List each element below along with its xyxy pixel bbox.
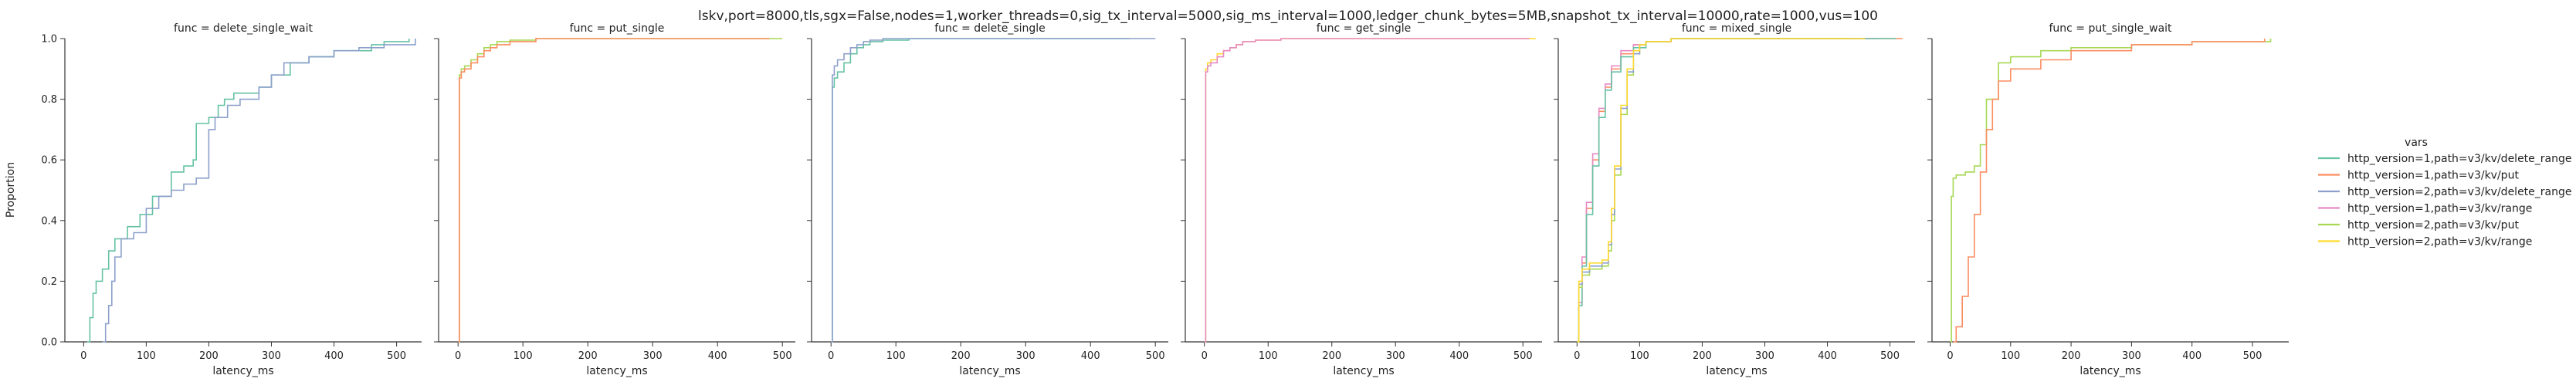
x-tick-label: 300 — [262, 350, 281, 362]
x-tick-label: 200 — [951, 350, 971, 362]
ecdf-series-line — [458, 38, 783, 343]
x-tick-label: 0 — [1947, 350, 1953, 362]
facet-title: func = put_single_wait — [2049, 22, 2172, 35]
y-tick-label: 0.0 — [41, 337, 57, 349]
ecdf-series-line — [1577, 38, 1896, 343]
x-tick-label: 200 — [1693, 350, 1712, 362]
x-tick-label: 500 — [1880, 350, 1900, 362]
x-tick-label: 100 — [514, 350, 533, 362]
x-tick-label: 200 — [1322, 350, 1341, 362]
facet-panel: 0 100 200 300 400 500 func = mixed_singlelaten… — [1554, 22, 1915, 377]
ecdf-series-line — [102, 39, 416, 343]
x-axis-label: latency_ms — [959, 365, 1020, 377]
legend-entry-label: http_version=1,path=v3/kv/put — [2347, 170, 2519, 182]
x-tick-label: 400 — [708, 350, 727, 362]
legend-entry-label: http_version=2,path=v3/kv/put — [2347, 219, 2519, 232]
x-tick-label: 300 — [1016, 350, 1035, 362]
facet-panel: 0 100 200 300 400 500 func = put_single_waitla… — [1927, 22, 2289, 377]
x-tick-label: 300 — [643, 350, 663, 362]
x-tick-label: 100 — [886, 350, 906, 362]
x-tick-label: 100 — [2001, 350, 2020, 362]
facet-panel: 0 100 200 300 400 500 func = delete_singlelate… — [807, 22, 1168, 377]
ecdf-series-line — [86, 39, 410, 343]
legend-entry-label: http_version=2,path=v3/kv/delete_range — [2347, 186, 2572, 198]
y-tick-label: 0.4 — [41, 215, 57, 227]
legend-entry-label: http_version=1,path=v3/kv/range — [2347, 203, 2532, 215]
x-axis-label: latency_ms — [212, 365, 273, 377]
ecdf-series-line — [1204, 38, 1530, 343]
x-tick-label: 0 — [1574, 350, 1580, 362]
x-tick-label: 400 — [1081, 350, 1100, 362]
x-tick-label: 300 — [1755, 350, 1774, 362]
x-tick-label: 100 — [1630, 350, 1649, 362]
facet-grid: 0 100 200 300 400 500 0.0 0.2 0.4 0.6 0.8 1.0 func =… — [41, 22, 2289, 377]
y-tick-label: 1.0 — [41, 34, 57, 46]
x-tick-label: 500 — [387, 350, 406, 362]
x-tick-label: 500 — [1513, 350, 1533, 362]
ecdf-series-line — [1953, 39, 2266, 343]
facet-title: func = delete_single_wait — [174, 22, 313, 35]
ecdf-series-line — [1577, 38, 1852, 343]
ecdf-series-line — [1577, 38, 1903, 343]
x-tick-label: 200 — [199, 350, 219, 362]
x-tick-label: 300 — [1386, 350, 1405, 362]
facet-panel: 0 100 200 300 400 500 func = put_singlelatency… — [434, 22, 795, 377]
x-tick-label: 200 — [578, 350, 598, 362]
x-tick-label: 400 — [324, 350, 344, 362]
x-tick-label: 0 — [80, 350, 86, 362]
x-axis-label: latency_ms — [1706, 365, 1767, 377]
facet-title: func = put_single — [570, 22, 665, 35]
ecdf-series-line — [1577, 38, 1878, 343]
facet-title: func = get_single — [1317, 22, 1411, 35]
x-axis-label: latency_ms — [2079, 365, 2140, 377]
ecdf-series-line — [458, 38, 770, 343]
legend-entry-label: http_version=2,path=v3/kv/range — [2347, 236, 2532, 248]
x-tick-label: 0 — [455, 350, 461, 362]
legend-title: vars — [2405, 137, 2428, 149]
x-axis-label: latency_ms — [1333, 365, 1394, 377]
facet-panel: 0 100 200 300 400 500 func = get_singlelatency… — [1181, 22, 1542, 377]
legend-entry-label: http_version=1,path=v3/kv/delete_range — [2347, 153, 2572, 165]
figure-suptitle: lskv,port=8000,tls,sgx=False,nodes=1,wor… — [698, 8, 1878, 24]
x-tick-label: 100 — [137, 350, 156, 362]
y-axis-label: Proportion — [5, 162, 17, 218]
x-tick-label: 400 — [2182, 350, 2201, 362]
facet-title: func = mixed_single — [1682, 22, 1791, 35]
y-tick-label: 0.6 — [41, 155, 57, 167]
legend: vars http_version=1,path=v3/kv/delete_ra… — [2318, 137, 2572, 248]
x-tick-label: 100 — [1259, 350, 1278, 362]
ecdf-series-line — [1204, 38, 1536, 343]
x-tick-label: 400 — [1449, 350, 1469, 362]
x-tick-label: 200 — [2062, 350, 2081, 362]
y-tick-label: 0.8 — [41, 94, 57, 106]
ecdf-series-line — [831, 38, 1156, 343]
ecdf-series-line — [1577, 38, 1859, 343]
facet-title: func = delete_single — [934, 22, 1046, 35]
x-tick-label: 500 — [2243, 350, 2262, 362]
x-axis-label: latency_ms — [586, 365, 647, 377]
x-tick-label: 500 — [773, 350, 792, 362]
x-tick-label: 400 — [1818, 350, 1837, 362]
ecdf-series-line — [831, 38, 1130, 343]
x-tick-label: 300 — [2122, 350, 2141, 362]
facet-panel: 0 100 200 300 400 500 0.0 0.2 0.4 0.6 0.8 1.0 func =… — [41, 22, 422, 377]
ecdf-series-line — [1577, 38, 1866, 343]
x-tick-label: 0 — [1202, 350, 1208, 362]
y-tick-label: 0.2 — [41, 276, 57, 288]
x-tick-label: 0 — [828, 350, 834, 362]
x-tick-label: 500 — [1146, 350, 1165, 362]
